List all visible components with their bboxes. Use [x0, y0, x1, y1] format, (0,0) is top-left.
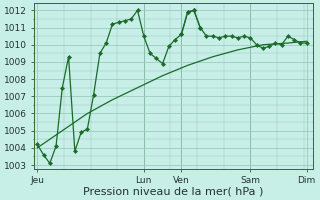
X-axis label: Pression niveau de la mer( hPa ): Pression niveau de la mer( hPa ): [83, 187, 264, 197]
